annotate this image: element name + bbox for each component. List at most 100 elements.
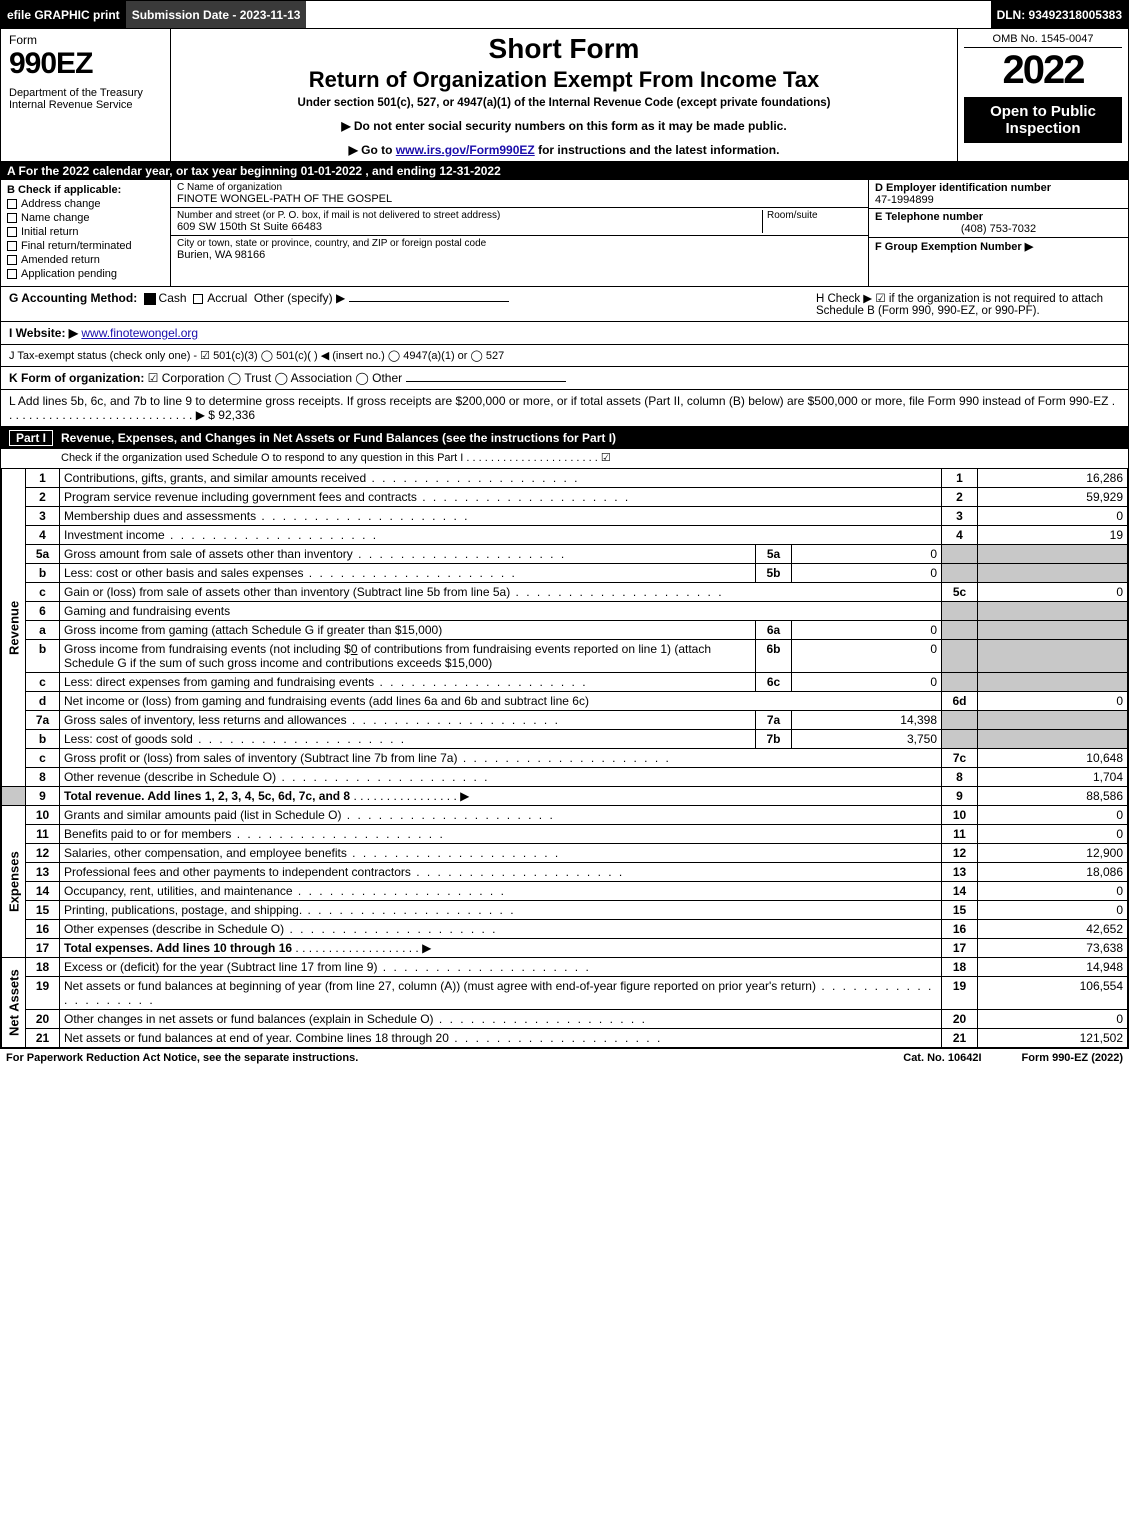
ln: 19 [26, 977, 60, 1010]
shade [978, 640, 1128, 673]
ln: c [26, 749, 60, 768]
line-a: A For the 2022 calendar year, or tax yea… [1, 162, 1128, 180]
accrual-label: Accrual [207, 291, 247, 305]
line-desc: Printing, publications, postage, and shi… [60, 901, 942, 920]
footer-right: Form 990-EZ (2022) [1022, 1052, 1123, 1064]
sub-val: 0 [792, 673, 942, 692]
line-val: 73,638 [978, 939, 1128, 958]
short-form-title: Short Form [179, 33, 949, 65]
footer-left: For Paperwork Reduction Act Notice, see … [6, 1052, 358, 1064]
cb-cash-checked[interactable] [144, 293, 156, 305]
line-desc: Gross income from fundraising events (no… [60, 640, 756, 673]
ln: 14 [26, 882, 60, 901]
line-desc: Total expenses. Add lines 10 through 16 … [60, 939, 942, 958]
line-val: 1,704 [978, 768, 1128, 787]
line-desc: Gross amount from sale of assets other t… [60, 545, 756, 564]
line-val: 0 [978, 692, 1128, 711]
line-desc: Less: cost or other basis and sales expe… [60, 564, 756, 583]
sub-val: 0 [792, 640, 942, 673]
ln: 7a [26, 711, 60, 730]
ln: c [26, 583, 60, 602]
line-desc: Other changes in net assets or fund bala… [60, 1010, 942, 1029]
department: Department of the Treasury Internal Reve… [9, 87, 162, 111]
cb-accrual[interactable] [193, 294, 203, 304]
accounting-label: G Accounting Method: [9, 291, 137, 305]
sub-val: 0 [792, 564, 942, 583]
sub-val: 0 [792, 621, 942, 640]
goto-post: for instructions and the latest informat… [535, 143, 780, 157]
other-specify: Other (specify) ▶ [254, 291, 345, 305]
omb-number: OMB No. 1545-0047 [964, 33, 1122, 48]
cash-label: Cash [159, 291, 187, 305]
line-cnum: 20 [942, 1010, 978, 1029]
line-desc: Gaming and fundraising events [60, 602, 942, 621]
line-l-amount: 92,336 [218, 408, 255, 422]
line-desc: Gross profit or (loss) from sales of inv… [60, 749, 942, 768]
line-cnum: 10 [942, 806, 978, 825]
ln: 8 [26, 768, 60, 787]
shade [942, 640, 978, 673]
line-val: 88,586 [978, 787, 1128, 806]
room-suite-label: Room/suite [762, 210, 862, 233]
ln: 11 [26, 825, 60, 844]
sub-num: 5a [756, 545, 792, 564]
ln: 18 [26, 958, 60, 977]
city-label: City or town, state or province, country… [177, 238, 862, 249]
line-cnum: 13 [942, 863, 978, 882]
header-middle: Short Form Return of Organization Exempt… [171, 29, 958, 161]
line-cnum: 11 [942, 825, 978, 844]
line-desc: Less: cost of goods sold [60, 730, 756, 749]
ln: 1 [26, 469, 60, 488]
line-val: 121,502 [978, 1029, 1128, 1048]
line-h: H Check ▶ ☑ if the organization is not r… [808, 287, 1128, 321]
line-cnum: 1 [942, 469, 978, 488]
line-desc: Contributions, gifts, grants, and simila… [60, 469, 942, 488]
line-cnum: 2 [942, 488, 978, 507]
shade [942, 602, 978, 621]
line-desc: Investment income [60, 526, 942, 545]
shade [942, 673, 978, 692]
line-desc: Excess or (deficit) for the year (Subtra… [60, 958, 942, 977]
line-cnum: 21 [942, 1029, 978, 1048]
line-desc: Other expenses (describe in Schedule O) [60, 920, 942, 939]
irs-link[interactable]: www.irs.gov/Form990EZ [396, 143, 535, 157]
line-desc: Grants and similar amounts paid (list in… [60, 806, 942, 825]
line-cnum: 6d [942, 692, 978, 711]
sub-num: 5b [756, 564, 792, 583]
sub-num: 7a [756, 711, 792, 730]
line-desc: Gross income from gaming (attach Schedul… [60, 621, 756, 640]
top-bar: efile GRAPHIC print Submission Date - 20… [1, 1, 1128, 29]
goto-note: ▶ Go to www.irs.gov/Form990EZ for instru… [179, 143, 949, 157]
sub-num: 7b [756, 730, 792, 749]
box-b: B Check if applicable: Address change Na… [1, 180, 171, 286]
shade [978, 602, 1128, 621]
ssn-note: ▶ Do not enter social security numbers o… [179, 119, 949, 133]
cb-final-return[interactable]: Final return/terminated [7, 240, 164, 252]
revenue-label: Revenue [2, 469, 26, 787]
ln: 10 [26, 806, 60, 825]
footer-mid: Cat. No. 10642I [903, 1052, 981, 1064]
efile-print-button[interactable]: efile GRAPHIC print [1, 1, 126, 28]
ln: 6 [26, 602, 60, 621]
cb-address-change[interactable]: Address change [7, 198, 164, 210]
line-l-text: L Add lines 5b, 6c, and 7b to line 9 to … [9, 394, 1115, 422]
line-desc: Benefits paid to or for members [60, 825, 942, 844]
line-val: 0 [978, 507, 1128, 526]
line-cnum: 19 [942, 977, 978, 1010]
cb-amended-return[interactable]: Amended return [7, 254, 164, 266]
line-val: 0 [978, 806, 1128, 825]
dln: DLN: 93492318005383 [991, 1, 1128, 28]
group-exemption-label: F Group Exemption Number ▶ [875, 240, 1122, 253]
website-link[interactable]: www.finotewongel.org [81, 326, 198, 340]
cb-name-change[interactable]: Name change [7, 212, 164, 224]
line-desc: Occupancy, rent, utilities, and maintena… [60, 882, 942, 901]
shade [942, 564, 978, 583]
sub-num: 6b [756, 640, 792, 673]
ln: b [26, 730, 60, 749]
ln: c [26, 673, 60, 692]
cb-application-pending[interactable]: Application pending [7, 268, 164, 280]
shade [978, 673, 1128, 692]
spacer [2, 787, 26, 806]
ein: 47-1994899 [875, 194, 1122, 206]
cb-initial-return[interactable]: Initial return [7, 226, 164, 238]
